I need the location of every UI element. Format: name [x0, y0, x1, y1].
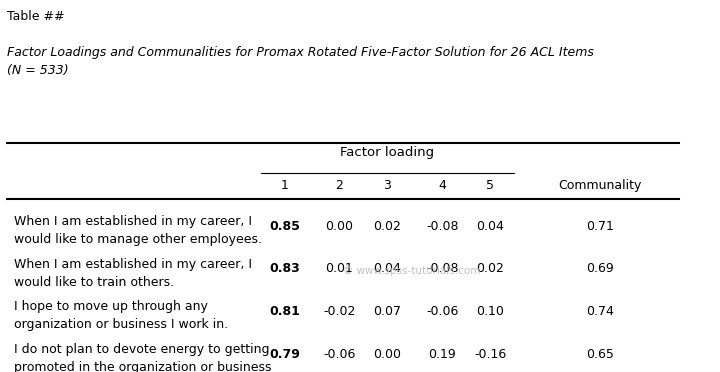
Text: 3: 3 — [383, 179, 391, 192]
Text: 0.74: 0.74 — [586, 305, 613, 318]
Text: 0.65: 0.65 — [586, 348, 613, 361]
Text: -0.06: -0.06 — [323, 348, 356, 361]
Text: -0.02: -0.02 — [323, 305, 356, 318]
Text: 0.79: 0.79 — [269, 348, 300, 361]
Text: When I am established in my career, I
would like to manage other employees.: When I am established in my career, I wo… — [14, 215, 261, 246]
Text: 0.69: 0.69 — [586, 263, 613, 276]
Text: Factor Loadings and Communalities for Promax Rotated Five-Factor Solution for 26: Factor Loadings and Communalities for Pr… — [7, 46, 594, 77]
Text: 0.04: 0.04 — [374, 263, 401, 276]
Text: -0.16: -0.16 — [474, 348, 506, 361]
Text: Factor loading: Factor loading — [341, 146, 434, 159]
Text: I do not plan to devote energy to getting
promoted in the organization or busine: I do not plan to devote energy to gettin… — [14, 343, 271, 372]
Text: 0.19: 0.19 — [428, 348, 456, 361]
Text: 0.02: 0.02 — [476, 263, 504, 276]
Text: 0.10: 0.10 — [476, 305, 504, 318]
Text: 0.04: 0.04 — [476, 220, 504, 233]
Text: 2: 2 — [336, 179, 343, 192]
Text: 0.81: 0.81 — [269, 305, 300, 318]
Text: 0.02: 0.02 — [374, 220, 401, 233]
Text: -0.06: -0.06 — [426, 305, 459, 318]
Text: 0.71: 0.71 — [586, 220, 613, 233]
Text: When I am established in my career, I
would like to train others.: When I am established in my career, I wo… — [14, 257, 252, 289]
Text: 0.07: 0.07 — [374, 305, 401, 318]
Text: 0.00: 0.00 — [374, 348, 401, 361]
Text: 1: 1 — [281, 179, 289, 192]
Text: Table ##: Table ## — [7, 10, 64, 23]
Text: 0.00: 0.00 — [325, 220, 354, 233]
Text: © www.spss-tutorials.com: © www.spss-tutorials.com — [343, 266, 480, 276]
Text: 4: 4 — [438, 179, 446, 192]
Text: 0.01: 0.01 — [325, 263, 354, 276]
Text: -0.08: -0.08 — [426, 263, 459, 276]
Text: Communality: Communality — [558, 179, 642, 192]
Text: 0.83: 0.83 — [269, 263, 300, 276]
Text: -0.08: -0.08 — [426, 220, 459, 233]
Text: I hope to move up through any
organization or business I work in.: I hope to move up through any organizati… — [14, 300, 228, 331]
Text: 0.85: 0.85 — [269, 220, 300, 233]
Text: 5: 5 — [486, 179, 494, 192]
